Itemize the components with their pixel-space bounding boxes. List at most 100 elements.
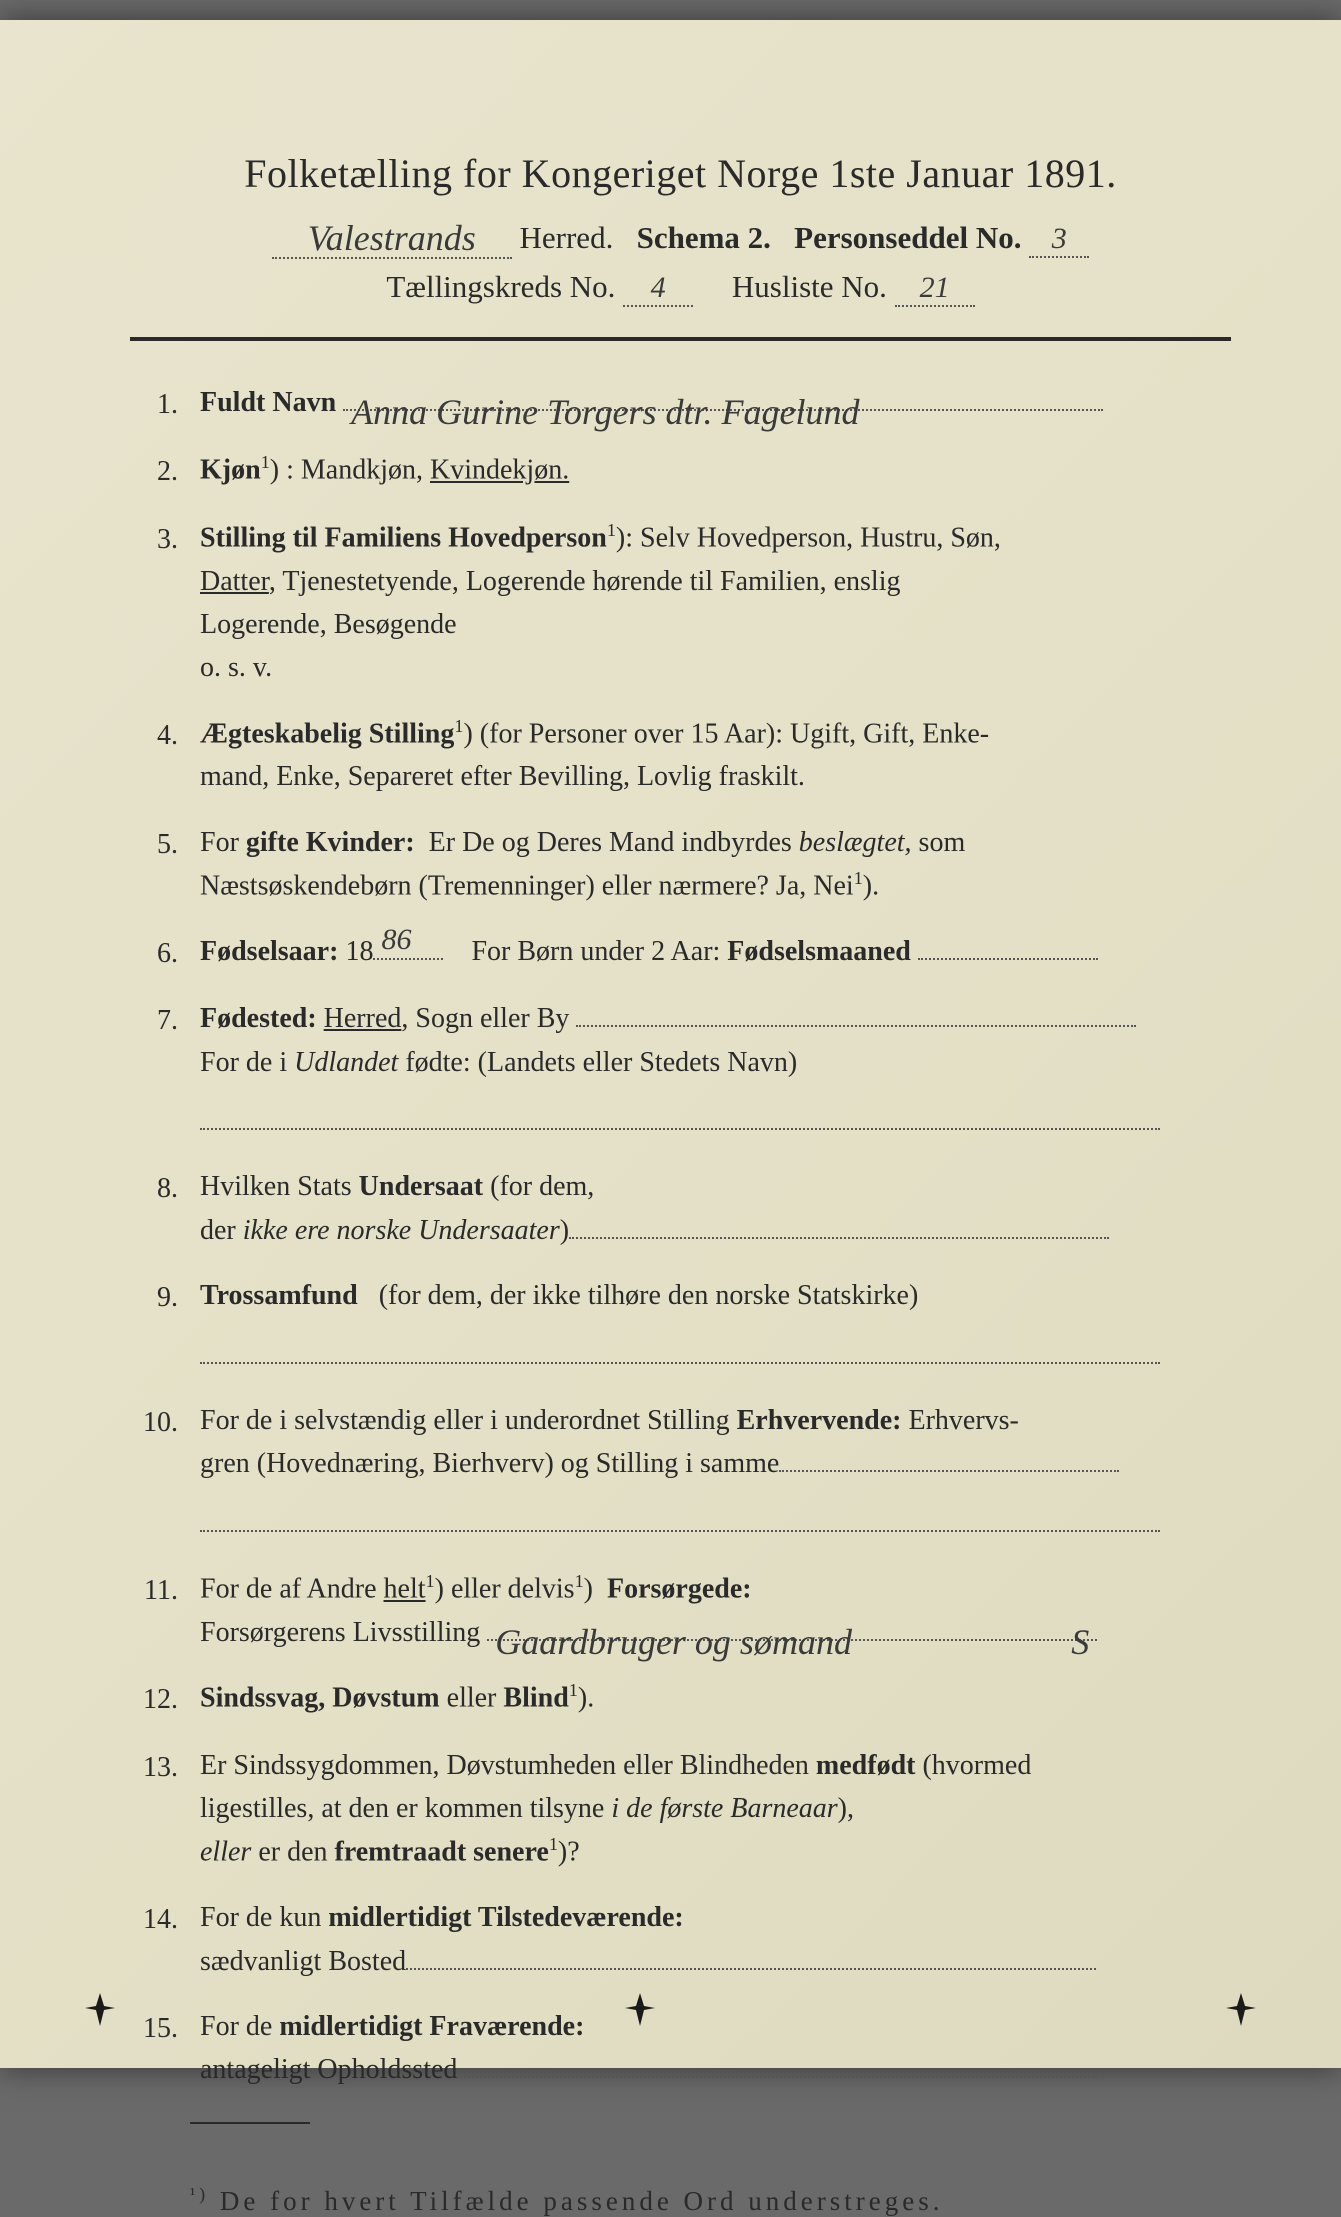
text: fødte: (Landets eller Stedets Navn) bbox=[398, 1047, 797, 1078]
item-body: For de af Andre helt1) eller delvis1) Fo… bbox=[200, 1567, 1231, 1654]
label-trossamfund: Trossamfund bbox=[200, 1280, 358, 1311]
item-body: Ægteskabelig Stilling1) (for Personer ov… bbox=[200, 712, 1231, 799]
value-s: S bbox=[1071, 1615, 1089, 1679]
item-1: 1. Fuldt Navn Anna Gurine Torgers dtr. F… bbox=[130, 381, 1231, 426]
footnote-text: De for hvert Tilfælde passende Ord under… bbox=[220, 2186, 944, 2216]
text: For de bbox=[200, 2011, 279, 2042]
item-num: 7. bbox=[130, 997, 200, 1143]
text: For de i bbox=[200, 1047, 294, 1078]
text: For bbox=[200, 827, 246, 858]
label-fodselsmaaned: Fødselsmaaned bbox=[727, 936, 911, 967]
item-num: 9. bbox=[130, 1274, 200, 1377]
item-num: 14. bbox=[130, 1896, 200, 1983]
schema-label: Schema 2. bbox=[637, 220, 771, 255]
text-em: Udlandet bbox=[294, 1047, 398, 1078]
text: Erhvervs- bbox=[901, 1405, 1018, 1436]
form-header: Folketælling for Kongeriget Norge 1ste J… bbox=[130, 150, 1231, 307]
label-forsorgede: Forsørgede: bbox=[607, 1574, 752, 1605]
husliste-label: Husliste No. bbox=[732, 269, 887, 304]
text: (hvormed bbox=[915, 1750, 1031, 1781]
text: eller delvis bbox=[444, 1574, 575, 1605]
item-num: 13. bbox=[130, 1744, 200, 1875]
item-num: 2. bbox=[130, 448, 200, 493]
text: gren (Hovednæring, Bierhverv) og Stillin… bbox=[200, 1448, 779, 1479]
item-14: 14. For de kun midlertidigt Tilstedevære… bbox=[130, 1896, 1231, 1983]
text: o. s. v. bbox=[200, 652, 272, 683]
value-name: Anna Gurine Torgers dtr. Fagelund bbox=[351, 385, 859, 415]
label-undersaat: Undersaat bbox=[359, 1171, 483, 1202]
item-num: 3. bbox=[130, 516, 200, 690]
label-kjon: Kjøn bbox=[200, 455, 261, 486]
text-em: eller bbox=[200, 1837, 251, 1868]
label-fravaerende: midlertidigt Fraværende: bbox=[279, 2011, 584, 2042]
item-num: 10. bbox=[130, 1399, 200, 1545]
label-fodselsaar: Fødselsaar: bbox=[200, 936, 338, 967]
year-prefix: 18 bbox=[345, 936, 373, 967]
text-em: ikke ere norske Undersaater bbox=[243, 1215, 560, 1246]
item-num: 11. bbox=[130, 1567, 200, 1654]
label-stilling: Stilling til Familiens Hovedperson bbox=[200, 522, 607, 553]
text: For de i selvstændig eller i underordnet… bbox=[200, 1405, 737, 1436]
text: ), bbox=[838, 1793, 854, 1824]
text: For Børn under 2 Aar: bbox=[471, 936, 727, 967]
kreds-no: 4 bbox=[651, 271, 666, 304]
item-12: 12. Sindssvag, Døvstum eller Blind1). bbox=[130, 1676, 1231, 1721]
item-body: For de midlertidigt Fraværende: antageli… bbox=[200, 2005, 1231, 2092]
text: er den bbox=[251, 1837, 334, 1868]
text: ligestilles, at den er kommen tilsyne bbox=[200, 1793, 611, 1824]
text: Logerende, Besøgende bbox=[200, 609, 457, 640]
item-body: Hvilken Stats Undersaat (for dem, der ik… bbox=[200, 1165, 1231, 1252]
opt-mandkjon: Mandkjøn, bbox=[301, 455, 423, 486]
text-em: beslægtet, bbox=[799, 827, 912, 858]
item-5: 5. For gifte Kvinder: Er De og Deres Man… bbox=[130, 821, 1231, 908]
item-num: 8. bbox=[130, 1165, 200, 1252]
pin-icon bbox=[80, 1988, 120, 2028]
item-body: For de kun midlertidigt Tilstedeværende:… bbox=[200, 1896, 1231, 1983]
text: eller bbox=[440, 1683, 504, 1714]
item-num: 1. bbox=[130, 381, 200, 426]
item-body: Fødested: Herred, Sogn eller By For de i… bbox=[200, 997, 1231, 1143]
text: sædvanligt Bosted bbox=[200, 1946, 406, 1977]
item-num: 15. bbox=[130, 2005, 200, 2092]
text: For de af Andre bbox=[200, 1574, 384, 1605]
header-line-1: Valestrands Herred. Schema 2. Personsedd… bbox=[130, 215, 1231, 259]
label-tilstede: midlertidigt Tilstedeværende: bbox=[328, 1902, 683, 1933]
text-em: i de første Barneaar bbox=[611, 1793, 837, 1824]
item-body: Fuldt Navn Anna Gurine Torgers dtr. Fage… bbox=[200, 381, 1231, 426]
year-value: 86 bbox=[381, 917, 411, 964]
text: Er Sindssygdommen, Døvstumheden eller Bl… bbox=[200, 1750, 816, 1781]
pin-icon bbox=[620, 1988, 660, 2028]
label-senere: fremtraadt senere bbox=[335, 1837, 549, 1868]
item-9: 9. Trossamfund (for dem, der ikke tilhør… bbox=[130, 1274, 1231, 1377]
label-aegteskab: Ægteskabelig Stilling bbox=[200, 718, 454, 749]
item-body: Kjøn1) : Mandkjøn, Kvindekjøn. bbox=[200, 448, 1231, 493]
text: der bbox=[200, 1215, 243, 1246]
header-line-2: Tællingskreds No. 4 Husliste No. 21 bbox=[130, 269, 1231, 307]
text: , Tjenestetyende, Logerende hørende til … bbox=[269, 566, 901, 597]
item-body: Trossamfund (for dem, der ikke tilhøre d… bbox=[200, 1274, 1231, 1377]
personseddel-label: Personseddel No. bbox=[794, 220, 1021, 255]
label-gifte: gifte Kvinder: bbox=[246, 827, 415, 858]
text: Selv Hovedperson, Hustru, Søn, bbox=[640, 522, 1001, 553]
item-6: 6. Fødselsaar: 1886 For Børn under 2 Aar… bbox=[130, 930, 1231, 975]
item-8: 8. Hvilken Stats Undersaat (for dem, der… bbox=[130, 1165, 1231, 1252]
pin-icon bbox=[1221, 1988, 1261, 2028]
item-4: 4. Ægteskabelig Stilling1) (for Personer… bbox=[130, 712, 1231, 799]
footnote-rule bbox=[190, 2122, 310, 2124]
opt-herred-selected: Herred bbox=[324, 1003, 402, 1034]
kreds-label: Tællingskreds No. bbox=[386, 269, 615, 304]
label-fuldt-navn: Fuldt Navn bbox=[200, 387, 336, 418]
form-title: Folketælling for Kongeriget Norge 1ste J… bbox=[130, 150, 1231, 197]
text: (for dem, bbox=[483, 1171, 594, 1202]
item-10: 10. For de i selvstændig eller i underor… bbox=[130, 1399, 1231, 1545]
text: som bbox=[912, 827, 966, 858]
text: Næstsøskendebørn (Tremenninger) eller næ… bbox=[200, 871, 854, 902]
text: (for dem, der ikke tilhøre den norske St… bbox=[379, 1280, 919, 1311]
item-13: 13. Er Sindssygdommen, Døvstumheden elle… bbox=[130, 1744, 1231, 1875]
opt-kvindekjon-selected: Kvindekjøn. bbox=[430, 455, 569, 486]
item-3: 3. Stilling til Familiens Hovedperson1):… bbox=[130, 516, 1231, 690]
personseddel-no: 3 bbox=[1052, 222, 1067, 255]
divider bbox=[130, 337, 1231, 341]
census-form-page: Folketælling for Kongeriget Norge 1ste J… bbox=[0, 20, 1341, 2068]
item-body: Er Sindssygdommen, Døvstumheden eller Bl… bbox=[200, 1744, 1231, 1875]
